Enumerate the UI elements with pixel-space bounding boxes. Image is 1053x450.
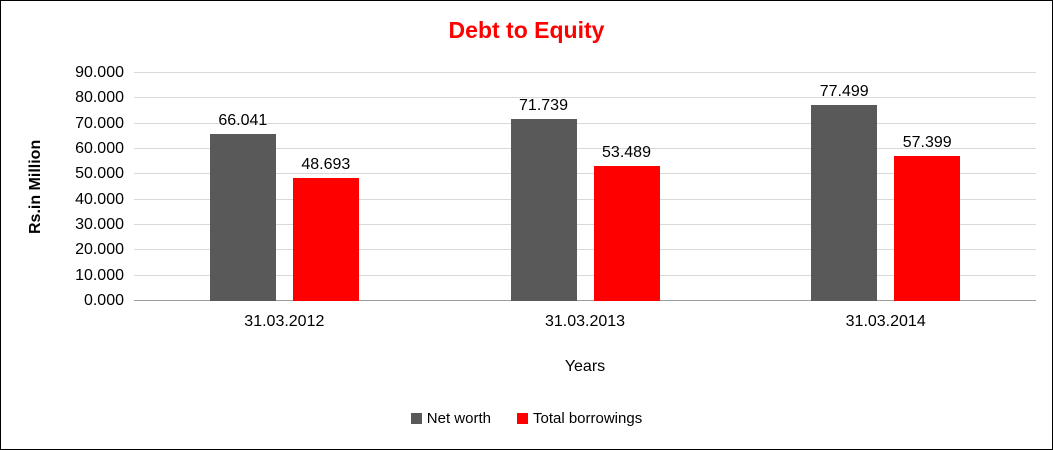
bar-groups: 66.041 48.693 71.739 53.489 77.499 57.399 — [134, 73, 1036, 301]
y-gridline — [134, 148, 1036, 149]
y-tick-label: 90.000 — [75, 64, 124, 81]
bar-group-31.03.2012: 66.041 48.693 — [134, 73, 435, 301]
bar-total-borrowings — [593, 165, 660, 301]
plot-area: 0.000 10.000 20.000 30.000 40.000 50.000 60.00… — [75, 64, 1036, 309]
y-tick-label: 80.000 — [75, 89, 124, 107]
y-gridline — [134, 224, 1036, 225]
bar-wrap-net-worth: 66.041 — [209, 111, 276, 301]
bar-total-borrowings — [292, 177, 359, 301]
data-label-total-borrowings: 57.399 — [902, 133, 952, 151]
bar-net-worth — [811, 104, 878, 301]
y-gridline — [134, 72, 1036, 73]
bar-wrap-net-worth: 77.499 — [811, 82, 878, 301]
bar-group-31.03.2013: 71.739 53.489 — [435, 73, 736, 301]
data-label-total-borrowings: 48.693 — [301, 155, 351, 173]
y-gridline — [134, 274, 1036, 276]
data-label-net-worth: 71.739 — [519, 97, 568, 115]
y-tick-label: 50.000 — [75, 165, 124, 183]
legend: Net worth Total borrowings — [1, 410, 1052, 427]
y-tick-label: 60.000 — [75, 140, 124, 157]
x-axis-title: Years — [564, 358, 606, 375]
y-gridline — [134, 198, 1036, 200]
y-tick-label: 10.000 — [75, 266, 124, 284]
x-axis-line — [134, 300, 1036, 301]
data-label-net-worth: 66.041 — [218, 111, 268, 129]
data-label-net-worth: 77.499 — [819, 82, 869, 100]
bar-wrap-total-borrowings: 53.489 — [593, 143, 660, 301]
bar-group-31.03.2014: 77.499 57.399 — [735, 73, 1036, 301]
y-gridline — [134, 173, 1036, 175]
x-axis-tick-labels: 31.03.2012 31.03.2013 31.03.2014 — [134, 313, 1036, 331]
x-tick-label: 31.03.2014 — [845, 313, 926, 330]
bar-wrap-total-borrowings: 57.399 — [894, 133, 961, 301]
legend-label-net-worth: Net worth — [426, 410, 491, 427]
y-axis-title: Rs.in Million — [27, 139, 44, 235]
y-gridline — [134, 249, 1036, 251]
bar-total-borrowings — [894, 155, 961, 301]
data-label-total-borrowings: 53.489 — [602, 143, 651, 161]
y-tick-label: 70.000 — [75, 114, 124, 132]
x-tick-label: 31.03.2012 — [244, 313, 325, 330]
y-tick-label: 30.000 — [75, 216, 124, 233]
y-gridline — [134, 97, 1036, 99]
legend-label-total-borrowings: Total borrowings — [532, 410, 643, 427]
legend-swatch-net-worth — [410, 413, 422, 424]
y-tick-label: 20.000 — [75, 241, 124, 259]
chart-title: Debt to Equity — [448, 17, 605, 43]
legend-swatch-total-borrowings — [516, 413, 528, 424]
bar-wrap-total-borrowings: 48.693 — [292, 155, 359, 301]
y-tick-label: 40.000 — [75, 190, 124, 208]
x-tick-label: 31.03.2013 — [544, 313, 626, 330]
legend-item-net-worth: Net worth — [410, 410, 491, 427]
bar-net-worth — [510, 119, 577, 301]
bar-wrap-net-worth: 71.739 — [510, 97, 577, 301]
legend-item-total-borrowings: Total borrowings — [516, 410, 643, 427]
y-tick-label: 0.000 — [83, 292, 124, 309]
bar-net-worth — [209, 133, 276, 301]
y-gridline — [134, 122, 1036, 124]
